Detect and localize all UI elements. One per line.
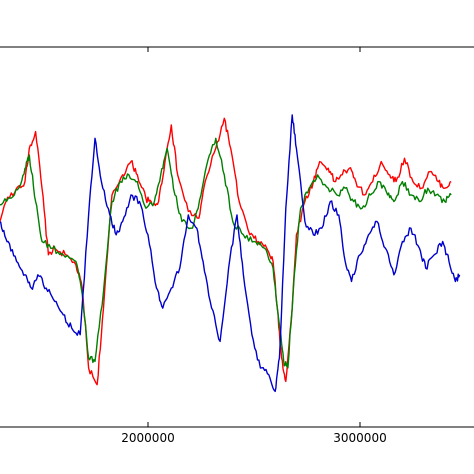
x-tick-label-0: 2000000 bbox=[121, 431, 174, 445]
series-layer bbox=[0, 114, 461, 393]
x-axis-ticks: 2000000 3000000 bbox=[121, 47, 387, 445]
plot-frame bbox=[0, 46, 474, 428]
series-line-0 bbox=[0, 117, 452, 386]
series-line-1 bbox=[0, 137, 452, 369]
series-line-2 bbox=[0, 114, 461, 393]
x-tick-label-1: 3000000 bbox=[333, 431, 386, 445]
